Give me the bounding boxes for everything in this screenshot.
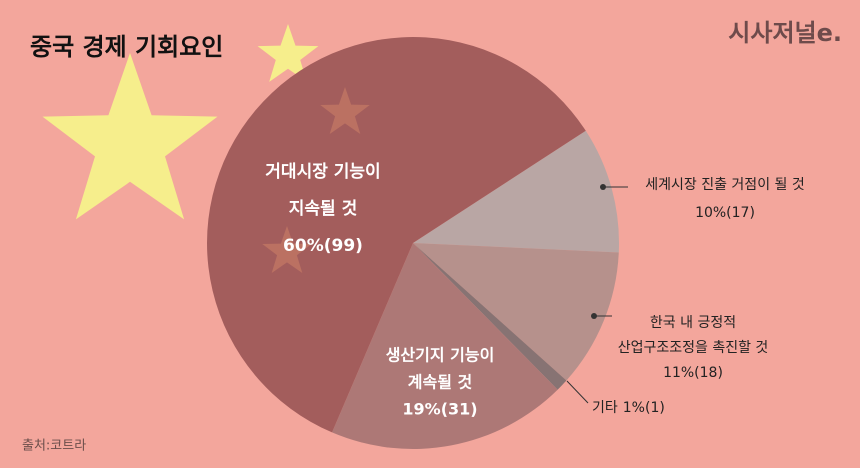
logo: 시사저널e. (728, 19, 842, 47)
value-label: 11%(18) (663, 365, 723, 381)
category-label: 한국 내 긍정적 (650, 315, 736, 331)
category-label: 거대시장 기능이 (265, 162, 380, 182)
pie-slice (413, 243, 567, 390)
pie-slice (413, 130, 619, 253)
source: 출처:코트라 (22, 439, 86, 454)
category-label: 산업구조조정을 촉진할 것 (618, 340, 769, 356)
category-label: 지속될 것 (289, 199, 357, 219)
pie-slice (207, 37, 586, 433)
star (42, 53, 218, 220)
value-label: 60%(99) (283, 236, 363, 256)
value-label: 1%(1) (623, 400, 665, 416)
category-label: 기타 (592, 400, 618, 416)
value-label: 10%(17) (695, 205, 755, 221)
category-label: 생산기지 기능이 (386, 346, 495, 365)
star (320, 87, 370, 134)
star (257, 24, 319, 82)
category-label: 계속될 것 (408, 373, 472, 392)
star (262, 226, 312, 273)
category-label: 세계시장 진출 거점이 될 것 (645, 177, 804, 193)
pie-slice (332, 243, 558, 450)
leader-line (566, 380, 589, 404)
value-label: 19%(31) (402, 400, 477, 419)
chart-title: 중국 경제 기회요인 (30, 33, 223, 61)
pie-slice (413, 243, 619, 381)
